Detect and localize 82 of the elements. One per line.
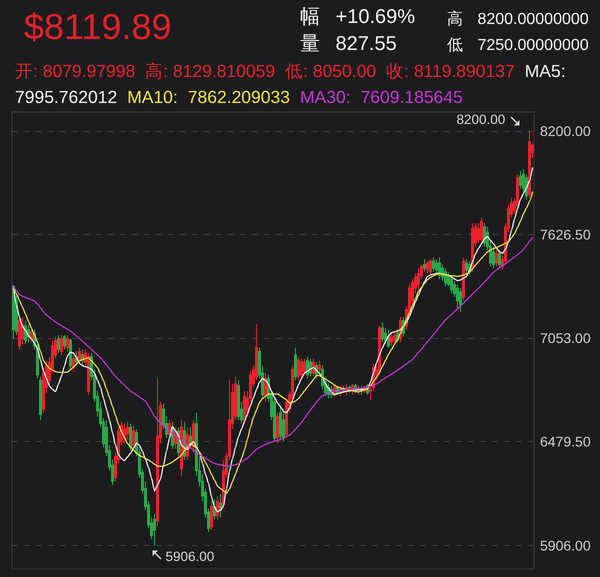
candlestick [306,356,309,379]
y-tick-label: 7053.00 [540,330,591,346]
candlestick [66,334,69,352]
text: MA5: [524,60,566,83]
candlestick [483,222,486,248]
candlestick [480,217,483,244]
candlestick [87,352,90,396]
text: 低: 8050.00 [285,60,376,83]
candlestick [60,334,63,356]
text: 幅 +10.69% [300,5,416,30]
text: MA30: [300,86,351,109]
candlestick [471,222,474,272]
candlestick [153,513,156,546]
y-tick-label: 6479.50 [540,434,591,450]
text: MA10: [127,86,178,109]
candlestick [498,250,501,269]
candlestick [12,286,15,340]
candlestick [39,376,42,420]
candlestick [276,412,279,444]
candlestick [63,334,66,350]
candlestick [429,258,432,276]
candlestick [423,258,426,272]
y-tick-label: 7626.50 [540,226,591,243]
y-tick-label: 8200.00 [540,122,591,139]
y-tick-label: 5906.00 [540,537,591,554]
candlestick [279,405,282,440]
candlestick [309,358,312,378]
candlestick [432,256,435,272]
text: 收: 8119.890137 [386,60,515,83]
line-series [12,237,534,467]
text: 低 7250.00000000 [447,36,589,56]
candlestick [387,329,390,348]
candlestick [303,358,306,376]
candlestick [264,372,267,402]
annotation: 8200.00 [456,112,506,128]
candlestick [210,500,213,531]
candlestick [216,495,219,520]
candlestick [282,408,285,442]
text: 量 827.55 [300,32,397,57]
candlestick [219,494,222,518]
text: 7609.185645 [360,86,463,109]
candlestick [69,338,72,370]
candlestick [30,327,33,343]
candlestick [297,356,300,381]
candlestick [381,322,384,343]
candlestick [417,268,420,290]
candlestick [300,358,303,379]
candlestick [462,256,465,302]
text: 7995.762012 [15,86,118,109]
candlestick [456,284,459,308]
candlestick [459,288,462,312]
candlestick [465,258,468,274]
candlestick [495,250,498,267]
candlestick [243,390,246,424]
text: 7862.209033 [188,86,290,109]
candlestick [189,426,192,450]
text: 高 8200.00000000 [447,10,589,30]
candlestick [393,330,396,345]
candlestick [57,334,60,354]
candlestick [444,268,447,287]
chart-title: $8119.89 [24,6,172,48]
candlestick [426,260,429,274]
candlestick [237,380,240,420]
candlestick [129,423,132,452]
candlestick [294,347,297,381]
candlestick [438,256,441,280]
candlestick [78,347,81,364]
candlestick [450,274,453,294]
candlestick [390,332,393,346]
candlestick [72,354,75,372]
candlestick [528,130,531,198]
candlestick [132,424,135,450]
candlestick [156,378,159,528]
annotation: 5906.00 [166,549,214,566]
candlestick [123,423,126,444]
candlestick [126,421,129,440]
text: 高: 8129.810059 [145,60,276,83]
candlestick [18,316,21,350]
text: 开: 8079.97998 [15,60,136,83]
candlestick [318,360,321,378]
candlestick [213,498,216,520]
candlestick [519,170,522,190]
